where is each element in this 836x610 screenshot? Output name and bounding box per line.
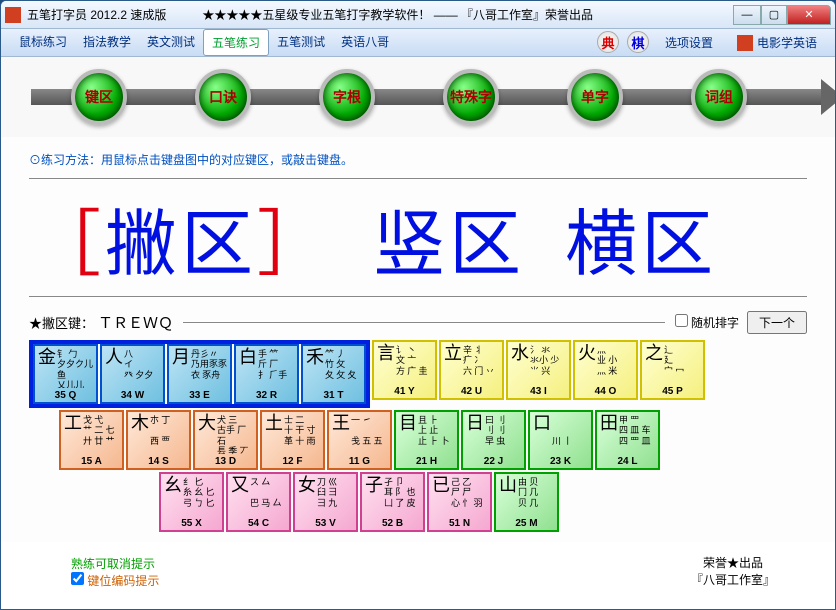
key-33E[interactable]: 月丹彡〃乃用豕豕衣 豕舟33 E [167,344,232,404]
maximize-button[interactable]: ▢ [761,5,787,25]
selected-zone: 金钅 勹夕夕ク儿鱼乂儿儿 勺35 Q人八イ癶 夕夕34 W月丹彡〃乃用豕豕衣 豕… [29,340,370,408]
app-icon [5,7,21,23]
dian-button[interactable]: 典 [597,31,619,53]
nav-orb-0[interactable]: 键区 [71,69,127,125]
key-21H[interactable]: 目且 ⺊上 止止 ⺊ 卜21 H [394,410,459,470]
key-31T[interactable]: 禾⺮ 丿竹 攵夂 攵 夂31 T [301,344,366,404]
key-15A[interactable]: 工戈 弋艹 二 七廾 廿 艹15 A [59,410,124,470]
hint-checkbox[interactable]: 键位编码提示 [71,574,159,588]
key-44O[interactable]: 火灬业 小灬 米44 O [573,340,638,400]
menu-1[interactable]: 指法教学 [75,29,139,56]
key-35Q[interactable]: 金钅 勹夕夕ク儿鱼乂儿儿 勺35 Q [33,344,98,404]
key-55X[interactable]: 幺纟 匕糸 幺 匕弓 ㄅ 匕55 X [159,472,224,532]
menu-4[interactable]: 五笔测试 [269,29,333,56]
key-23K[interactable]: 口川 ⼁23 K [528,410,593,470]
key-11G[interactable]: 王一 ㇀戋 五 五11 G [327,410,392,470]
key-54C[interactable]: 又ス 厶巴 马 厶54 C [226,472,291,532]
nav-orb-4[interactable]: 单字 [567,69,623,125]
key-52B[interactable]: 子孑 卩耳 阝 也凵 了 皮52 B [360,472,425,532]
nav-orb-2[interactable]: 字根 [319,69,375,125]
menu-5[interactable]: 英语八哥 [333,29,397,56]
key-41Y[interactable]: 言讠 丶文 亠方 广 圭41 Y [372,340,437,400]
key-43I[interactable]: 水氵 氺氺小 少⺌ 兴43 I [506,340,571,400]
key-45P[interactable]: 之辶廴宀 冖45 P [640,340,705,400]
menubar: 鼠标练习指法教学英文测试五笔练习五笔测试英语八哥 典 棋 选项设置 电影学英语 [1,29,835,57]
options-menu[interactable]: 选项设置 [657,30,721,55]
minimize-button[interactable]: — [733,5,761,25]
nav-orb-3[interactable]: 特殊字 [443,69,499,125]
key-51N[interactable]: 已己 乙尸 尸心 忄 羽51 N [427,472,492,532]
qi-button[interactable]: 棋 [627,31,649,53]
key-24L[interactable]: 田甲 罒四 皿 车四 罒 皿24 L [595,410,660,470]
key-53V[interactable]: 女刀 巛臼 彐⺕ 九53 V [293,472,358,532]
nav-orb-5[interactable]: 词组 [691,69,747,125]
key-32R[interactable]: 白手 ⺮斤 厂扌 ⺁手32 R [234,344,299,404]
key-25M[interactable]: 山由 贝冂 几贝 几25 M [494,472,559,532]
keyboard: 金钅 勹夕夕ク儿鱼乂儿儿 勺35 Q人八イ癶 夕夕34 W月丹彡〃乃用豕豕衣 豕… [29,340,807,532]
menu-2[interactable]: 英文测试 [139,29,203,56]
menu-3[interactable]: 五笔练习 [203,29,269,56]
key-13D[interactable]: 大犬 三古手 厂 石镸 季 丆13 D [193,410,258,470]
close-button[interactable]: ✕ [787,5,831,25]
subheader: ★撇区键： ＴＲＥＷＱ 随机排字 下一个 [29,311,807,334]
movie-icon [737,35,753,51]
nav-orb-1[interactable]: 口诀 [195,69,251,125]
window-title: 五笔打字员 2012.2 速成版 ★★★★★五星级专业五笔打字教学软件！ —— … [27,6,733,23]
zone-banner: ［撇区］ 竖区 横区 [29,178,807,297]
instruction-text: ⊙练习方法：用鼠标点击键盘图中的对应键区，或敲击键盘。 [29,151,807,168]
movie-link[interactable]: 电影学英语 [729,30,825,56]
key-22J[interactable]: 日曰 刂刂 刂早 虫22 J [461,410,526,470]
key-34W[interactable]: 人八イ癶 夕夕34 W [100,344,165,404]
menu-0[interactable]: 鼠标练习 [11,29,75,56]
key-12F[interactable]: 土士 二十 干 寸革 十 雨12 F [260,410,325,470]
random-checkbox[interactable]: 随机排字 [675,314,739,331]
key-42U[interactable]: 立辛 丬疒 冫六 门 丷42 U [439,340,504,400]
next-button[interactable]: 下一个 [747,311,807,334]
nav-row: 键区 口诀 字根 特殊字 单字 词组 [1,57,835,137]
key-14S[interactable]: 木朩 丁西 覀14 S [126,410,191,470]
credit: 荣誉★出品 『八哥工作室』 [691,555,775,589]
titlebar: 五笔打字员 2012.2 速成版 ★★★★★五星级专业五笔打字教学软件！ —— … [1,1,835,29]
footer-hint: 熟练可取消提示 键位编码提示 [71,555,159,589]
